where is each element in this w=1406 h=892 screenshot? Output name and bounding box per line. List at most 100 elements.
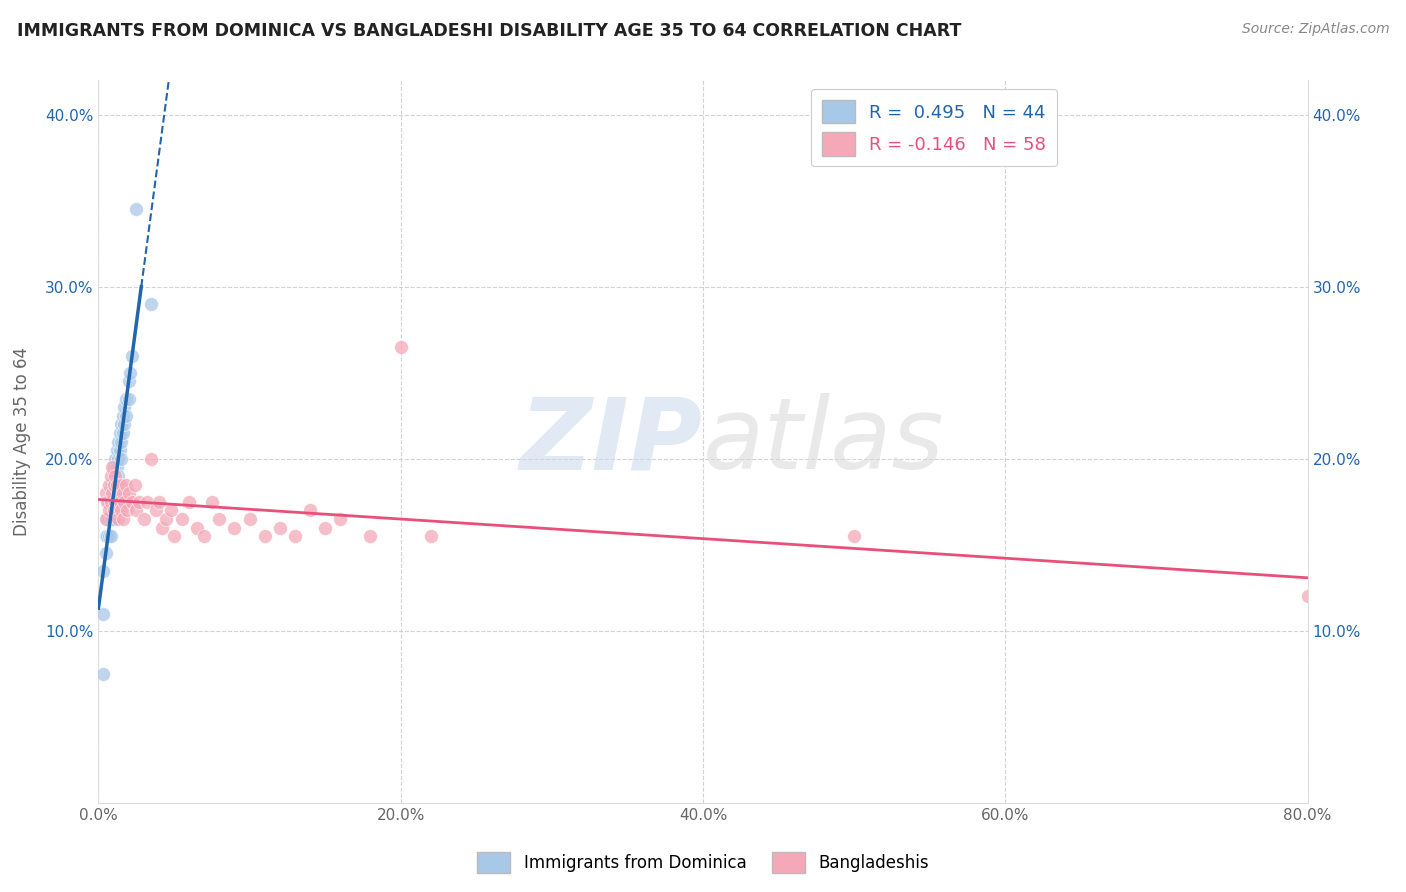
Point	[96, 529, 118, 543]
Point	[103, 477, 125, 491]
Point	[179, 494, 201, 508]
Point	[239, 512, 262, 526]
Point	[253, 529, 276, 543]
Point	[160, 503, 183, 517]
Point	[101, 460, 124, 475]
Point	[103, 494, 125, 508]
Point	[118, 486, 141, 500]
Point	[105, 443, 128, 458]
Point	[110, 477, 132, 491]
Text: ZIP: ZIP	[520, 393, 703, 490]
Point	[91, 564, 114, 578]
Point	[112, 494, 135, 508]
Point	[208, 512, 231, 526]
Point	[98, 512, 121, 526]
Point	[114, 409, 136, 423]
Point	[329, 512, 352, 526]
Point	[108, 494, 131, 508]
Point	[124, 477, 146, 491]
Point	[108, 443, 131, 458]
Point	[111, 425, 134, 440]
Point	[94, 512, 117, 526]
Y-axis label: Disability Age 35 to 64: Disability Age 35 to 64	[13, 347, 31, 536]
Point	[269, 520, 291, 534]
Point	[186, 520, 208, 534]
Point	[170, 512, 193, 526]
Point	[360, 529, 382, 543]
Point	[107, 486, 129, 500]
Point	[104, 486, 127, 500]
Point	[148, 494, 170, 508]
Point	[150, 520, 173, 534]
Point	[96, 494, 118, 508]
Point	[96, 512, 118, 526]
Point	[299, 503, 322, 517]
Point	[284, 529, 307, 543]
Point	[114, 392, 136, 406]
Point	[94, 529, 117, 543]
Point	[103, 460, 125, 475]
Point	[1296, 590, 1319, 604]
Text: IMMIGRANTS FROM DOMINICA VS BANGLADESHI DISABILITY AGE 35 TO 64 CORRELATION CHAR: IMMIGRANTS FROM DOMINICA VS BANGLADESHI …	[17, 22, 962, 40]
Point	[112, 400, 135, 414]
Point	[105, 503, 128, 517]
Point	[107, 434, 129, 449]
Point	[100, 529, 122, 543]
Point	[101, 486, 124, 500]
Point	[101, 512, 124, 526]
Point	[103, 503, 125, 517]
Point	[104, 469, 127, 483]
Legend: Immigrants from Dominica, Bangladeshis: Immigrants from Dominica, Bangladeshis	[471, 846, 935, 880]
Point	[105, 477, 128, 491]
Point	[110, 451, 132, 466]
Point	[224, 520, 246, 534]
Legend: R =  0.495   N = 44, R = -0.146   N = 58: R = 0.495 N = 44, R = -0.146 N = 58	[811, 89, 1057, 167]
Point	[110, 434, 132, 449]
Point	[844, 529, 866, 543]
Point	[314, 520, 336, 534]
Point	[111, 512, 134, 526]
Point	[107, 512, 129, 526]
Point	[141, 451, 163, 466]
Text: atlas: atlas	[703, 393, 945, 490]
Point	[107, 451, 129, 466]
Point	[108, 425, 131, 440]
Point	[155, 512, 177, 526]
Point	[101, 494, 124, 508]
Point	[110, 503, 132, 517]
Point	[163, 529, 186, 543]
Point	[91, 607, 114, 621]
Point	[91, 666, 114, 681]
Point	[100, 512, 122, 526]
Point	[105, 460, 128, 475]
Point	[120, 366, 142, 380]
Point	[100, 469, 122, 483]
Point	[111, 409, 134, 423]
Point	[94, 486, 117, 500]
Point	[104, 469, 127, 483]
Point	[141, 297, 163, 311]
Point	[125, 503, 148, 517]
Point	[103, 512, 125, 526]
Point	[100, 494, 122, 508]
Point	[201, 494, 224, 508]
Point	[111, 486, 134, 500]
Point	[118, 375, 141, 389]
Point	[115, 503, 138, 517]
Point	[98, 477, 121, 491]
Point	[121, 349, 143, 363]
Point	[118, 392, 141, 406]
Point	[94, 546, 117, 560]
Point	[101, 477, 124, 491]
Text: Source: ZipAtlas.com: Source: ZipAtlas.com	[1241, 22, 1389, 37]
Point	[389, 340, 412, 354]
Point	[104, 494, 127, 508]
Point	[132, 512, 155, 526]
Point	[104, 451, 127, 466]
Point	[98, 503, 121, 517]
Point	[103, 477, 125, 491]
Point	[121, 494, 143, 508]
Point	[98, 494, 121, 508]
Point	[114, 477, 136, 491]
Point	[110, 417, 132, 432]
